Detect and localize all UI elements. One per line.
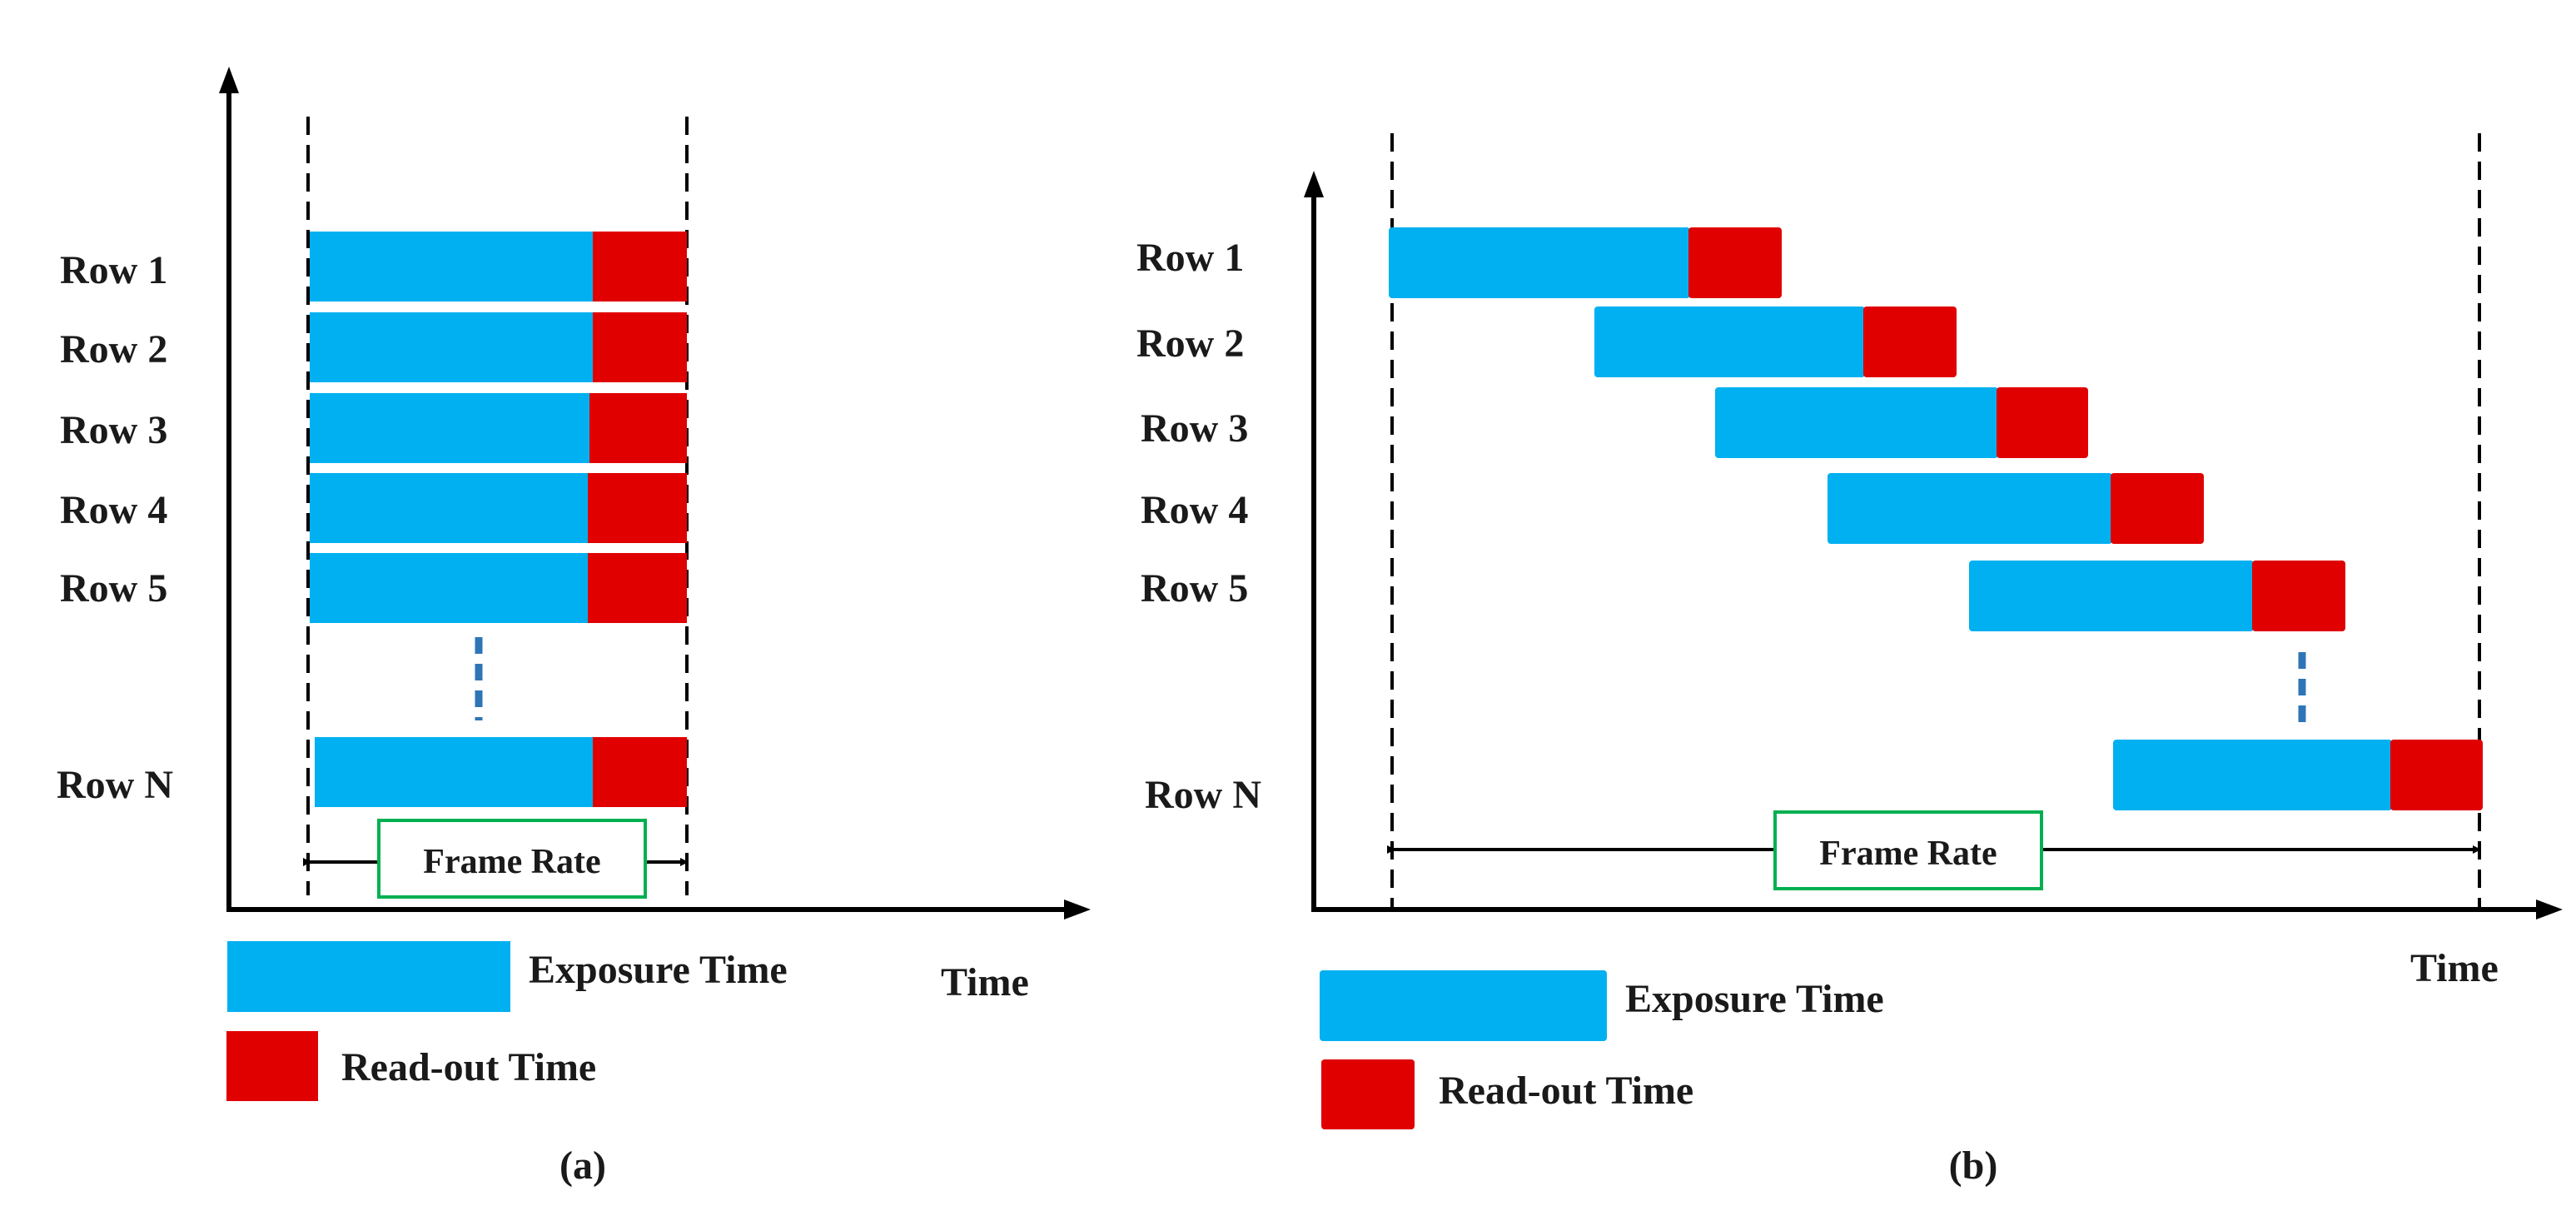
- row-label: Row 2: [60, 327, 167, 371]
- panel-a-frame-rate-box: [377, 819, 647, 899]
- panel-a-legend-readout-swatch: [226, 1031, 318, 1101]
- panel-b-row-4: Row 4: [1141, 473, 2204, 544]
- row-label: Row N: [57, 763, 173, 807]
- panel-b-x-axis-arrow-icon: [2536, 900, 2563, 920]
- panel-b-legend-readout-label: Read-out Time: [1439, 1069, 1693, 1113]
- exposure-bar: [310, 232, 593, 302]
- readout-bar: [589, 393, 687, 463]
- row-label: Row 5: [1141, 566, 1248, 611]
- row-label: Row 4: [60, 488, 167, 532]
- readout-bar: [593, 232, 687, 302]
- row-label: Row 1: [60, 248, 167, 292]
- row-label: Row 2: [1136, 321, 1244, 366]
- panel-a-row-n: Row N: [57, 737, 687, 807]
- panel-a-row-4: Row 4: [60, 473, 687, 543]
- panel-a-row-3: Row 3: [60, 393, 687, 463]
- panel-a-x-axis-arrow-icon: [1064, 900, 1091, 920]
- exposure-bar: [310, 393, 589, 463]
- exposure-bar: [310, 473, 588, 543]
- readout-bar: [2252, 561, 2345, 631]
- exposure-bar: [1828, 473, 2112, 544]
- panel-b-frame-rate-box: [1773, 810, 2043, 890]
- exposure-bar: [1594, 306, 1865, 377]
- readout-bar: [1863, 306, 1957, 377]
- panel-b-legend-readout-swatch: [1321, 1059, 1415, 1129]
- exposure-bar: [2113, 740, 2392, 810]
- exposure-bar: [315, 737, 593, 807]
- row-label: Row 4: [1141, 488, 1248, 532]
- panel-b-legend-exposure-swatch: [1320, 970, 1607, 1041]
- panel-b-row-5: Row 5: [1141, 561, 2345, 631]
- panel-a-legend-readout-label: Read-out Time: [341, 1045, 596, 1089]
- row-label: Row 3: [60, 408, 167, 452]
- panel-b: Row 1 Row 2 Row 3 Row 4 Row 5 Row N: [1136, 133, 2563, 1188]
- row-label: Row 1: [1136, 236, 1244, 280]
- readout-bar: [588, 473, 687, 543]
- panel-b-row-n: Row N: [1145, 740, 2483, 817]
- readout-bar: [588, 553, 687, 623]
- readout-bar: [593, 737, 687, 807]
- panel-a-legend-exposure-label: Exposure Time: [529, 948, 788, 992]
- readout-bar: [2390, 740, 2483, 810]
- exposure-bar: [1715, 387, 1998, 458]
- panel-a-row-5: Row 5: [60, 553, 687, 623]
- panel-b-y-axis-arrow-icon: [1304, 171, 1324, 197]
- row-label: Row N: [1145, 773, 1261, 817]
- exposure-bar: [310, 312, 593, 382]
- panel-a: Row 1 Row 2 Row 3 Row 4 Row 5 Row N: [57, 67, 1091, 1188]
- panel-b-time-label: Time: [2410, 946, 2499, 990]
- panel-a-time-label: Time: [941, 960, 1029, 1004]
- panel-b-caption: (b): [1949, 1144, 1998, 1188]
- readout-bar: [1997, 387, 2088, 458]
- readout-bar: [2111, 473, 2204, 544]
- panel-a-row-1: Row 1: [60, 232, 687, 302]
- exposure-bar: [1969, 561, 2254, 631]
- panel-a-row-2: Row 2: [60, 312, 687, 382]
- panel-a-legend-exposure-swatch: [227, 941, 510, 1012]
- panel-b-row-2: Row 2: [1136, 306, 1957, 377]
- exposure-bar: [1389, 227, 1690, 298]
- panel-b-row-1: Row 1: [1136, 227, 1782, 298]
- row-label: Row 5: [60, 566, 167, 611]
- panel-a-caption: (a): [559, 1144, 606, 1188]
- panel-b-frame-rate-label: Frame Rate: [1819, 835, 1997, 873]
- exposure-bar: [310, 553, 588, 623]
- panel-a-frame-rate-label: Frame Rate: [423, 843, 600, 881]
- row-label: Row 3: [1141, 406, 1248, 451]
- panel-b-row-3: Row 3: [1141, 387, 2088, 458]
- panel-b-legend-exposure-label: Exposure Time: [1625, 977, 1884, 1021]
- panel-a-y-axis-arrow-icon: [219, 67, 239, 93]
- readout-bar: [593, 312, 687, 382]
- readout-bar: [1688, 227, 1782, 298]
